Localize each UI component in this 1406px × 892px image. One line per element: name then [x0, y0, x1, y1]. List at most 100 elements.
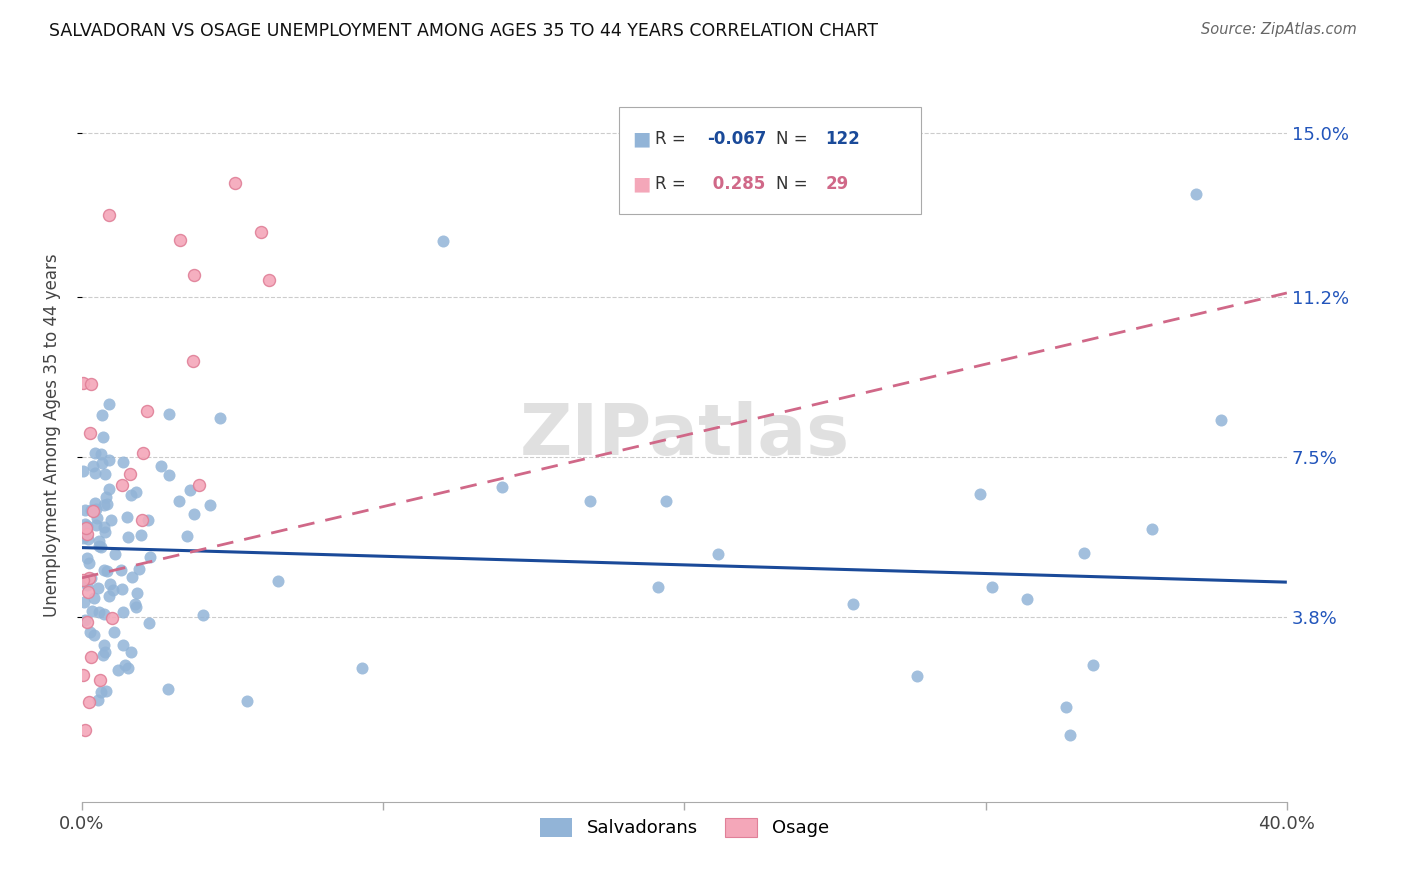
Point	[83, 591, 105, 606]
Point	[157, 407, 180, 421]
Point	[183, 507, 205, 521]
Point	[179, 483, 201, 497]
Point	[969, 487, 991, 501]
Point	[94, 467, 117, 482]
Point	[94, 490, 117, 504]
Point	[128, 562, 150, 576]
Point	[224, 176, 246, 190]
Point	[79, 571, 101, 585]
Point	[79, 426, 101, 441]
Point	[82, 504, 104, 518]
Point	[84, 496, 107, 510]
Point	[96, 564, 118, 578]
Point	[1140, 522, 1163, 536]
Point	[93, 520, 115, 534]
Point	[1017, 592, 1039, 607]
Point	[124, 598, 146, 612]
Point	[125, 485, 148, 500]
Point	[84, 502, 107, 516]
Point	[72, 465, 94, 479]
Point	[76, 585, 98, 599]
Text: 29: 29	[825, 175, 849, 193]
Point	[84, 517, 107, 532]
Point	[266, 574, 288, 589]
Point	[90, 540, 112, 554]
Point	[93, 607, 115, 621]
Point	[104, 548, 127, 562]
Y-axis label: Unemployment Among Ages 35 to 44 years: Unemployment Among Ages 35 to 44 years	[44, 253, 60, 617]
Text: N =: N =	[776, 175, 813, 193]
Point	[491, 480, 513, 494]
Point	[79, 624, 101, 639]
Text: 0.285: 0.285	[707, 175, 765, 193]
Point	[129, 528, 152, 542]
Point	[103, 624, 125, 639]
Point	[89, 673, 111, 687]
Point	[1081, 657, 1104, 672]
Point	[94, 524, 117, 539]
Text: Source: ZipAtlas.com: Source: ZipAtlas.com	[1201, 22, 1357, 37]
Point	[75, 521, 97, 535]
Point	[93, 648, 115, 662]
Point	[111, 605, 134, 619]
Point	[73, 574, 96, 588]
Point	[87, 692, 110, 706]
Point	[1054, 699, 1077, 714]
Point	[97, 590, 120, 604]
Point	[76, 527, 98, 541]
Point	[120, 488, 142, 502]
Text: SALVADORAN VS OSAGE UNEMPLOYMENT AMONG AGES 35 TO 44 YEARS CORRELATION CHART: SALVADORAN VS OSAGE UNEMPLOYMENT AMONG A…	[49, 22, 879, 40]
Point	[90, 685, 112, 699]
Point	[131, 513, 153, 527]
Point	[73, 723, 96, 737]
Point	[125, 586, 148, 600]
Point	[98, 577, 121, 591]
Point	[138, 615, 160, 630]
Point	[1185, 186, 1208, 201]
Point	[169, 233, 191, 247]
Point	[72, 376, 94, 390]
Point	[90, 447, 112, 461]
Point	[91, 408, 114, 422]
Text: N =: N =	[776, 130, 813, 148]
Text: ■: ■	[633, 129, 651, 149]
Point	[1073, 546, 1095, 560]
Point	[93, 638, 115, 652]
Point	[76, 518, 98, 533]
Point	[76, 615, 98, 629]
Point	[208, 411, 231, 425]
Point	[96, 683, 118, 698]
Point	[82, 458, 104, 473]
Text: ■: ■	[633, 175, 651, 194]
Point	[131, 446, 153, 460]
Point	[117, 530, 139, 544]
Point	[655, 494, 678, 508]
Point	[77, 695, 100, 709]
Point	[110, 477, 132, 491]
Legend: Salvadorans, Osage: Salvadorans, Osage	[533, 811, 837, 845]
Text: R =: R =	[655, 130, 692, 148]
Point	[83, 628, 105, 642]
Point	[117, 661, 139, 675]
Point	[73, 595, 96, 609]
Point	[87, 534, 110, 549]
Point	[120, 467, 142, 481]
Point	[578, 494, 600, 508]
Point	[121, 570, 143, 584]
Point	[97, 483, 120, 497]
Point	[198, 498, 221, 512]
Text: -0.067: -0.067	[707, 130, 766, 148]
Point	[176, 529, 198, 543]
Point	[115, 509, 138, 524]
Point	[114, 658, 136, 673]
Point	[188, 477, 211, 491]
Text: ZIPatlas: ZIPatlas	[519, 401, 849, 470]
Point	[183, 268, 205, 282]
Point	[80, 503, 103, 517]
Point	[76, 551, 98, 566]
Point	[139, 549, 162, 564]
Point	[86, 581, 108, 595]
Point	[111, 582, 134, 597]
Point	[80, 604, 103, 618]
Point	[75, 613, 97, 627]
